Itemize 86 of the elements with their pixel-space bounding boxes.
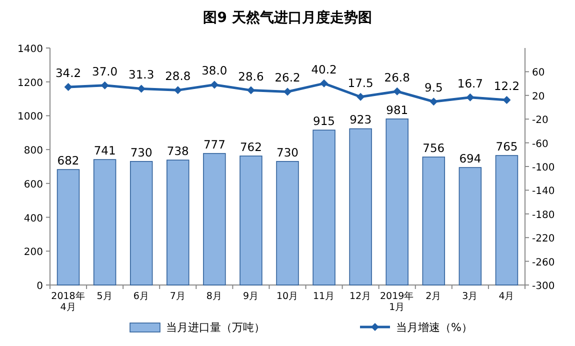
data-label: 28.6 <box>238 69 264 84</box>
point <box>137 84 146 93</box>
y2-tick-label: -260 <box>532 257 555 268</box>
y2-tick-label: -220 <box>532 234 555 245</box>
y2-tick-label: -140 <box>532 186 555 198</box>
data-label: 765 <box>496 139 518 154</box>
point <box>246 86 255 94</box>
x-tick-label: 9月 <box>242 291 259 302</box>
bar <box>349 128 372 286</box>
data-label: 31.3 <box>128 68 154 82</box>
data-label: 37.0 <box>92 64 118 78</box>
data-label: 26.2 <box>274 70 300 85</box>
data-label: 915 <box>313 114 336 128</box>
x-tick-label: 4月 <box>498 291 515 302</box>
data-label: 12.2 <box>494 79 520 94</box>
bar <box>203 153 226 286</box>
point <box>64 82 72 91</box>
bar <box>422 156 446 286</box>
data-label: 741 <box>94 144 116 158</box>
data-label: 16.7 <box>457 76 483 90</box>
y2-tick-label: 20 <box>532 91 545 102</box>
data-label: 38.0 <box>202 64 228 78</box>
point <box>502 96 511 104</box>
data-label: 9.5 <box>424 80 443 95</box>
data-label: 34.2 <box>55 66 82 80</box>
y-tick-label: 0 <box>36 281 43 292</box>
y-tick-label: 200 <box>24 247 43 258</box>
data-label: 738 <box>166 144 189 158</box>
point <box>356 92 365 101</box>
data-label: 756 <box>422 141 445 156</box>
y-tick-label: 1000 <box>18 112 43 123</box>
x-tick-label: 3月 <box>462 291 478 302</box>
x-tick-label: 2018年 4月 <box>51 290 86 313</box>
y-tick-label: 600 <box>24 179 43 190</box>
point <box>210 80 218 89</box>
data-label: 40.2 <box>311 62 337 76</box>
point <box>174 86 182 94</box>
data-label: 981 <box>386 102 408 117</box>
x-tick-label: 10月 <box>276 291 299 302</box>
point <box>320 79 328 88</box>
bar <box>56 169 80 286</box>
y-tick-label: 1200 <box>18 78 43 89</box>
x-tick-label: 2019年 1月 <box>380 290 414 313</box>
bar <box>458 167 482 286</box>
point <box>393 87 402 96</box>
x-tick-label: 6月 <box>133 291 150 302</box>
point <box>284 88 292 96</box>
y2-tick-label: 60 <box>532 68 545 79</box>
bar <box>166 160 190 286</box>
bar <box>495 155 518 286</box>
x-tick-label: 11月 <box>312 291 336 302</box>
x-tick-label: 5月 <box>96 291 113 302</box>
chart-title: 图9 天然气进口月度走势图 <box>203 9 372 26</box>
y2-tick-label: -60 <box>532 138 548 150</box>
data-label: 682 <box>57 154 80 168</box>
data-label: 26.8 <box>384 70 410 84</box>
y2-tick-label: -100 <box>532 162 555 174</box>
y2-tick-label: -180 <box>532 210 555 221</box>
y2-tick-label: -300 <box>532 281 555 292</box>
point <box>466 93 474 102</box>
y-tick-label: 1400 <box>18 44 43 55</box>
x-tick-label: 12月 <box>350 291 372 302</box>
bar <box>130 161 153 286</box>
bar <box>386 118 408 286</box>
legend-label: 当月增速（%） <box>396 321 472 334</box>
bar <box>312 130 336 286</box>
point <box>430 98 438 106</box>
y-tick-label: 800 <box>24 146 43 157</box>
bar <box>93 159 116 286</box>
x-tick-label: 2月 <box>426 291 442 302</box>
data-label: 923 <box>350 112 372 127</box>
data-label: 28.8 <box>165 69 191 84</box>
bar <box>240 156 262 286</box>
x-tick-label: 7月 <box>170 291 186 302</box>
x-tick-label: 8月 <box>206 291 222 302</box>
data-label: 17.5 <box>348 76 374 90</box>
data-label: 694 <box>459 152 482 166</box>
legend-label: 当月进口量（万吨） <box>166 321 265 334</box>
data-label: 730 <box>130 145 152 160</box>
data-label: 730 <box>276 145 298 160</box>
data-label: 777 <box>203 137 226 152</box>
data-label: 762 <box>240 140 262 154</box>
point <box>100 81 109 90</box>
y-tick-label: 400 <box>24 213 43 224</box>
y2-tick-label: -20 <box>532 115 548 126</box>
bar <box>276 161 299 286</box>
